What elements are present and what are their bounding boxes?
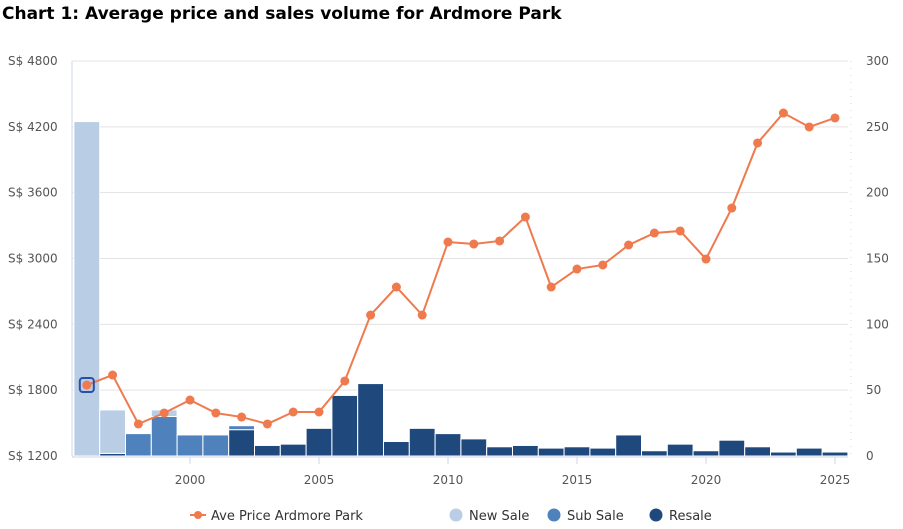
bar-resale: [305, 427, 333, 457]
bar-resale: [434, 433, 462, 457]
price-point: [340, 376, 350, 386]
price-point: [624, 240, 634, 250]
bar-resale: [486, 446, 514, 457]
left-axis-tick: S$ 3000: [8, 252, 58, 266]
price-point: [108, 370, 118, 380]
bar-resale: [821, 451, 849, 457]
bar-sub-sale: [150, 416, 178, 457]
bar-sub-sale: [125, 433, 152, 457]
bar-resale: [228, 429, 255, 457]
price-point: [520, 212, 530, 222]
price-point: [572, 264, 582, 274]
bar-sub-sale: [228, 425, 255, 431]
x-axis-tick: 2020: [691, 473, 722, 487]
bar-resale: [383, 441, 410, 457]
bar-resale: [589, 447, 617, 457]
bar-new-sale: [73, 121, 101, 457]
legend-swatch: [449, 508, 463, 522]
price-line: [86, 111, 836, 426]
left-axis-tick: S$ 4200: [8, 120, 58, 134]
price-point: [753, 138, 763, 148]
x-axis-tick: 2000: [175, 473, 206, 487]
bar-resale: [744, 446, 772, 457]
bar-resale: [512, 444, 539, 457]
x-axis-tick: 2015: [562, 473, 593, 487]
price-point: [649, 228, 659, 238]
price-point: [211, 408, 221, 418]
price-point: [443, 237, 453, 247]
bar-sub-sale: [176, 434, 204, 457]
legend-item-sub-sale: Sub Sale: [567, 509, 624, 524]
bar-resale: [795, 447, 823, 457]
chart-title: Chart 1: Average price and sales volume …: [2, 4, 562, 24]
bar-resale: [770, 451, 797, 457]
right-axis-tick: 200: [866, 186, 889, 200]
bar-resale: [331, 394, 359, 457]
bar-resale: [537, 447, 565, 457]
price-point: [546, 282, 556, 292]
legend-item-resale: Resale: [669, 509, 712, 524]
bar-resale: [357, 383, 385, 457]
bar-resale: [641, 450, 668, 457]
bar-resale: [460, 438, 488, 457]
bar-resale: [563, 446, 591, 457]
left-axis-tick: S$ 1800: [8, 383, 58, 397]
bar-new-sale: [99, 409, 126, 454]
x-axis-tick: 2005: [304, 473, 335, 487]
price-point: [830, 113, 840, 123]
right-axis-tick: 50: [866, 383, 881, 397]
left-axis-tick: S$ 3600: [8, 186, 58, 200]
bar-resale: [718, 439, 746, 457]
legend-point-swatch: [194, 511, 202, 519]
bar-resale: [615, 434, 643, 457]
price-point: [727, 203, 737, 213]
left-axis-tick: S$ 4800: [8, 54, 58, 68]
price-point: [495, 236, 505, 246]
price-point: [778, 108, 788, 118]
bar-resale: [692, 450, 720, 457]
bar-resale: [408, 427, 436, 457]
legend-item-new-sale: New Sale: [469, 509, 529, 524]
price-point: [288, 407, 298, 417]
bar-sub-sale: [202, 434, 230, 457]
right-axis-tick: 0: [866, 449, 874, 463]
price-point: [675, 226, 685, 236]
highlight-marker: [78, 377, 95, 394]
x-axis-tick: 2010: [433, 473, 464, 487]
bar-resale: [254, 444, 281, 457]
right-axis-tick: 300: [866, 54, 889, 68]
left-axis-tick: S$ 1200: [8, 449, 58, 463]
price-point: [133, 419, 143, 429]
price-point: [701, 254, 711, 264]
price-point: [469, 239, 479, 249]
right-axis-tick: 250: [866, 120, 889, 134]
price-point: [237, 412, 247, 422]
price-point: [598, 260, 608, 270]
price-point: [417, 310, 427, 320]
price-point: [82, 380, 92, 390]
price-point: [391, 282, 401, 292]
price-point: [366, 310, 376, 320]
x-axis-tick: 2025: [820, 473, 851, 487]
price-point: [262, 419, 272, 429]
legend-swatch: [649, 508, 663, 522]
right-axis-tick: 150: [866, 252, 889, 266]
price-point: [185, 395, 195, 405]
legend-item-ave-price-ardmore-park: Ave Price Ardmore Park: [211, 509, 363, 524]
legend-swatch: [547, 508, 561, 522]
price-point: [314, 407, 324, 417]
right-axis-tick: 100: [866, 317, 889, 331]
price-point: [804, 122, 814, 132]
price-point: [159, 408, 169, 418]
left-axis-tick: S$ 2400: [8, 317, 58, 331]
bar-resale: [279, 443, 307, 457]
bar-resale: [666, 443, 694, 457]
